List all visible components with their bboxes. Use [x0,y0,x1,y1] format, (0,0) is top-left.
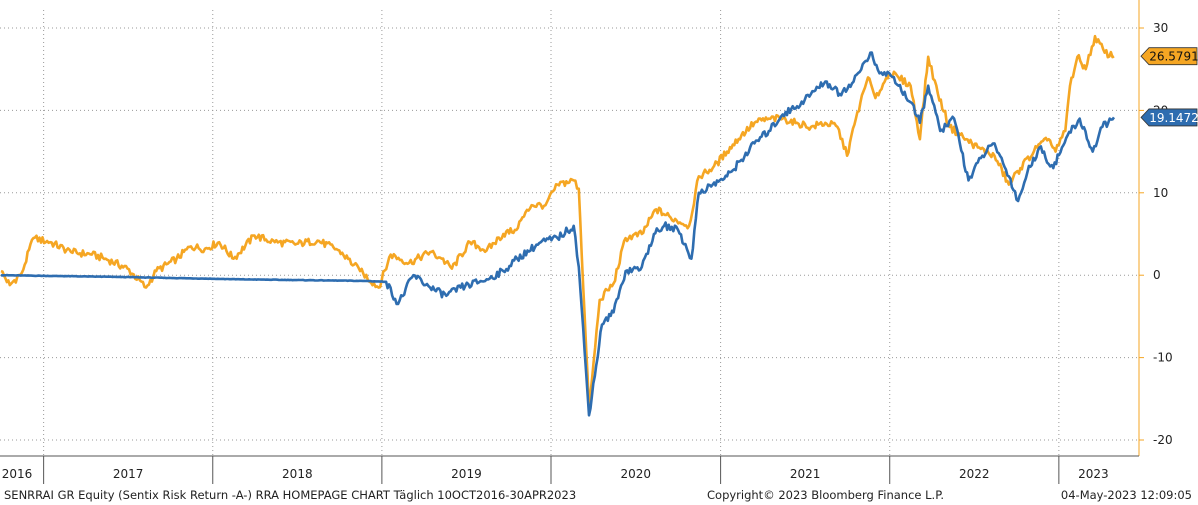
footer-timestamp: 04-May-2023 12:09:05 [1061,488,1192,502]
x-tick-label: 2022 [959,467,990,481]
footer-description: SENRRAI GR Equity (Sentix Risk Return -A… [4,488,576,502]
x-tick-label: 2020 [621,467,652,481]
series-line-1 [0,51,1116,417]
x-tick-label: 2018 [282,467,313,481]
series-line-0 [0,34,1115,413]
last-value-label-1: 19.1472 [1149,111,1198,125]
y-axis: 3020100-10-20 [1138,0,1173,456]
last-value-tags: 26.5791 19.1472 [1140,47,1198,127]
last-value-tag-1 [1140,108,1198,127]
last-value-label-0: 26.5791 [1149,50,1198,64]
y-tick-label: -10 [1153,351,1173,365]
y-tick-label: 10 [1153,186,1168,200]
x-tick-label: 2019 [451,467,482,481]
chart-footer: SENRRAI GR Equity (Sentix Risk Return -A… [4,488,1192,502]
x-tick-label: 2021 [790,467,821,481]
x-axis: 2016 2017 2018 2019 2020 2021 2022 2023 [0,455,1139,484]
x-tick-label: 2023 [1078,467,1109,481]
footer-copyright: Copyright© 2023 Bloomberg Finance L.P. [707,488,944,502]
x-tick-label: 2017 [113,467,144,481]
x-tick-label: 2016 [2,467,33,481]
y-tick-label: 30 [1153,21,1168,35]
y-tick-label: 0 [1153,268,1161,282]
y-tick-label: -20 [1153,433,1173,447]
series-lines [0,34,1116,417]
last-value-tag-0 [1140,47,1198,66]
